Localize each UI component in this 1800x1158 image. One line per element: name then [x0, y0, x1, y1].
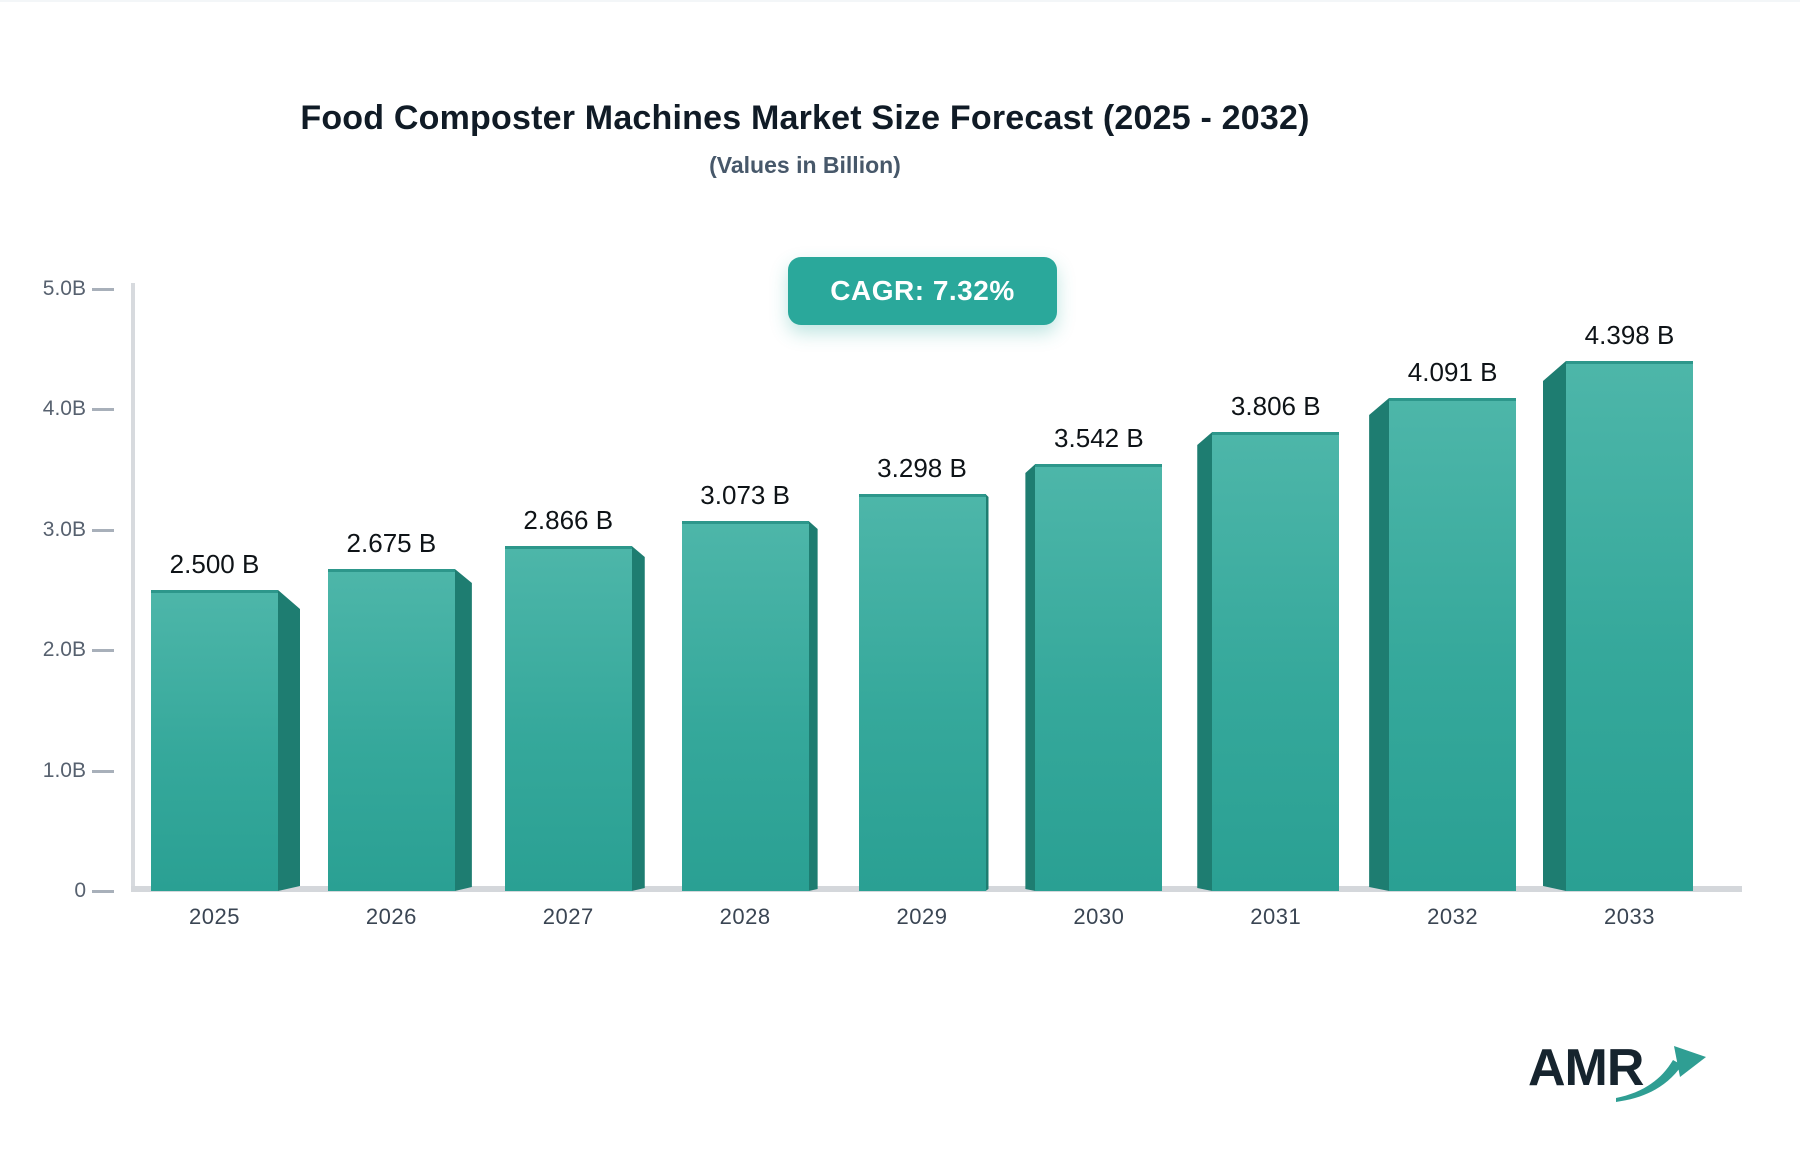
bar-face: [681, 521, 809, 891]
x-axis-label: 2026: [365, 904, 417, 929]
x-axis-label: 2029: [896, 904, 948, 929]
bar-side-shade: [809, 521, 818, 891]
bar-side-shade: [986, 494, 989, 891]
brand-logo-text: AMR: [1528, 1039, 1644, 1097]
y-tick-label: 2.0B: [42, 638, 86, 661]
y-tick-label: 4.0B: [42, 397, 86, 420]
bar-value-label: 2.866 B: [523, 505, 614, 535]
y-tick-dash: [92, 528, 114, 532]
y-tick-label: 1.0B: [42, 758, 86, 782]
bar-side-shade: [632, 546, 645, 891]
bar-2031: [1197, 432, 1340, 891]
y-tick-label: 0: [74, 879, 86, 902]
x-axis-label: 2032: [1427, 904, 1479, 929]
y-tick-dash: [92, 287, 114, 291]
bar-face: [1212, 432, 1340, 891]
cagr-badge: CAGR: 7.32%: [788, 257, 1057, 325]
y-axis-line: [131, 283, 135, 891]
bar-value-label: 4.091 B: [1407, 357, 1498, 387]
y-tick-dash: [92, 408, 114, 411]
bar-face: [504, 546, 632, 891]
bar-face: [151, 590, 278, 891]
bar-side-shade: [1197, 432, 1212, 891]
bar-side-shade: [1369, 398, 1389, 891]
x-axis-label: 2028: [719, 904, 771, 929]
chart-title: Food Composter Machines Market Size Fore…: [300, 99, 1310, 137]
bar-2027: [504, 546, 645, 891]
y-tick-label: 3.0B: [42, 517, 86, 541]
y-tick-label: 5.0B: [42, 276, 86, 300]
bar-2026: [327, 569, 472, 891]
bar-face: [858, 494, 986, 891]
x-axis-label: 2027: [542, 904, 594, 929]
bar-side-shade: [1025, 464, 1035, 891]
bar-2025: [151, 590, 300, 891]
bar-side-shade: [455, 569, 472, 891]
bar-value-label: 3.073 B: [700, 480, 790, 510]
x-axis-label: 2033: [1604, 904, 1655, 929]
bar-face: [327, 569, 455, 891]
bar-face: [1566, 361, 1693, 891]
bar-face: [1389, 398, 1517, 891]
brand-logo: AMR: [1528, 1038, 1748, 1118]
y-tick-dash: [92, 769, 114, 773]
bar-side-shade: [1543, 361, 1566, 891]
bar-value-label: 3.298 B: [877, 453, 967, 483]
bar-value-label: 2.500 B: [169, 549, 260, 579]
y-tick-dash: [92, 890, 114, 893]
bar-2028: [681, 521, 818, 891]
y-tick-dash: [92, 649, 114, 652]
x-axis-label: 2030: [1073, 904, 1125, 929]
bar-2033: [1543, 361, 1693, 891]
bar-value-label: 3.806 B: [1230, 391, 1321, 421]
bar-2030: [1025, 464, 1163, 891]
x-axis-label: 2031: [1250, 904, 1302, 929]
x-axis-label: 2025: [189, 904, 240, 929]
bar-2029: [858, 494, 989, 891]
bar-value-label: 2.675 B: [346, 528, 437, 558]
bar-value-label: 3.542 B: [1054, 423, 1144, 453]
bar-face: [1035, 464, 1163, 891]
growth-arrow-icon: [1616, 1046, 1706, 1102]
chart-subtitle: (Values in Billion): [709, 152, 901, 178]
bar-side-shade: [278, 590, 300, 891]
bar-value-label: 4.398 B: [1584, 320, 1675, 350]
bar-2032: [1369, 398, 1517, 891]
